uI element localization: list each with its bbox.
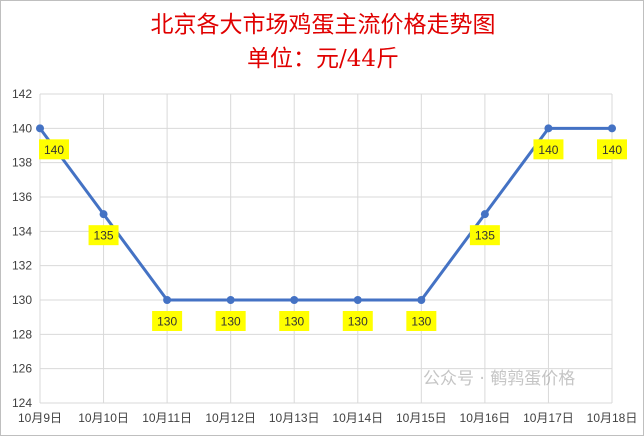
data-label: 140 — [602, 143, 622, 157]
series-line — [38, 126, 612, 302]
x-tick-label: 10月14日 — [332, 411, 383, 425]
data-point — [417, 296, 426, 304]
watermark: 公众号 · 鹌鹑蛋价格 — [423, 369, 576, 389]
chart-title: 北京各大市场鸡蛋主流价格走势图 — [150, 12, 496, 38]
x-tick-label: 10月16日 — [460, 411, 511, 425]
data-label-bg — [533, 139, 564, 160]
data-point — [163, 296, 172, 304]
y-tick-label: 132 — [12, 259, 32, 273]
y-tick-label: 128 — [12, 327, 32, 341]
data-label-bg — [279, 311, 310, 331]
data-label: 140 — [44, 143, 64, 157]
y-tick-label: 134 — [12, 224, 32, 238]
y-tick-label: 130 — [12, 293, 32, 307]
data-label-bg — [342, 311, 373, 331]
x-tick-label: 10月10日 — [78, 411, 129, 425]
y-tick-label: 136 — [12, 190, 32, 204]
data-label: 135 — [94, 229, 114, 243]
data-label: 130 — [221, 315, 241, 329]
y-tick-label: 138 — [12, 156, 32, 170]
data-label-bg — [88, 225, 119, 246]
data-label-bg — [406, 311, 437, 331]
chart-subtitle: 单位：元/44斤 — [246, 46, 399, 72]
data-point — [544, 124, 553, 133]
data-label: 140 — [538, 143, 558, 157]
x-tick-label: 10月15日 — [396, 411, 447, 425]
data-point — [608, 124, 616, 133]
data-label-bg — [597, 139, 627, 160]
data-point — [290, 296, 299, 304]
data-point — [36, 124, 44, 133]
x-tick-label: 10月18日 — [587, 411, 638, 425]
data-label-bg — [469, 225, 500, 246]
data-label: 130 — [284, 315, 304, 329]
x-tick-label: 10月12日 — [205, 411, 256, 425]
data-label-bg — [152, 311, 183, 331]
y-tick-label: 140 — [12, 121, 32, 135]
data-point — [226, 296, 235, 304]
y-tick-label: 124 — [12, 396, 32, 410]
data-label: 130 — [348, 315, 368, 329]
x-tick-label: 10月17日 — [523, 411, 574, 425]
data-label-bg — [215, 311, 246, 331]
data-point — [353, 296, 362, 304]
x-tick-label: 10月11日 — [142, 411, 192, 425]
x-tick-label: 10月9日 — [18, 411, 62, 425]
data-point — [99, 210, 108, 219]
data-label: 135 — [475, 229, 495, 243]
y-tick-label: 126 — [12, 362, 32, 376]
data-point — [480, 210, 489, 219]
data-label: 130 — [157, 315, 177, 329]
data-label-bg — [39, 139, 69, 160]
data-label: 130 — [411, 315, 431, 329]
y-tick-label: 142 — [12, 87, 32, 101]
x-tick-label: 10月13日 — [269, 411, 320, 425]
